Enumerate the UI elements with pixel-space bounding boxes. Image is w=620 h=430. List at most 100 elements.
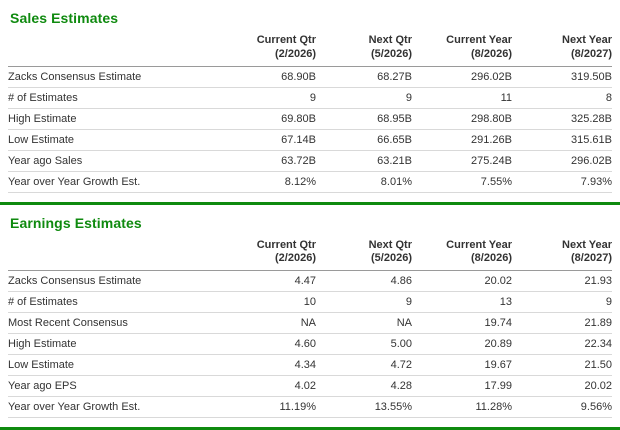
cell-value: 4.34 (230, 354, 316, 376)
cell-value: 325.28B (512, 108, 612, 130)
cell-value: 8.12% (230, 171, 316, 193)
column-period: (8/2026) (471, 252, 512, 265)
column-label: Next Qtr (368, 34, 412, 46)
column-label: Next Qtr (368, 238, 412, 251)
cell-value: 5.00 (316, 333, 412, 355)
table-row: Most Recent Consensus NA NA 19.74 21.89 (8, 312, 612, 334)
row-label: # of Estimates (8, 291, 230, 313)
cell-value: 296.02B (512, 150, 612, 172)
cell-value: 20.02 (412, 270, 512, 292)
cell-value: 68.95B (316, 108, 412, 130)
cell-value: 68.27B (316, 66, 412, 88)
column-period: (8/2027) (571, 47, 612, 60)
cell-value: 291.26B (412, 129, 512, 151)
cell-value: 19.67 (412, 354, 512, 376)
column-period: (5/2026) (371, 252, 412, 265)
cell-value: 9 (316, 87, 412, 109)
column-header-current-year: Current Year (8/2026) (412, 32, 512, 67)
cell-value: 296.02B (412, 66, 512, 88)
earnings-estimates-title: Earnings Estimates (10, 214, 142, 231)
row-label-header (8, 236, 230, 271)
earnings-estimates-table: Current Qtr (2/2026) Next Qtr (5/2026) Cur… (8, 236, 612, 418)
row-label: Year ago EPS (8, 375, 230, 397)
row-label: Low Estimate (8, 354, 230, 376)
cell-value: 4.47 (230, 270, 316, 292)
cell-value: 11.19% (230, 396, 316, 418)
cell-value: 21.89 (512, 312, 612, 334)
cell-value: 63.72B (230, 150, 316, 172)
table-row: High Estimate 4.60 5.00 20.89 22.34 (8, 333, 612, 355)
column-label: Next Year (562, 34, 612, 46)
cell-value: 66.65B (316, 129, 412, 151)
table-row: High Estimate 69.80B 68.95B 298.80B 325.… (8, 108, 612, 130)
cell-value: 4.28 (316, 375, 412, 397)
cell-value: 19.74 (412, 312, 512, 334)
cell-value: 4.86 (316, 270, 412, 292)
row-label: Low Estimate (8, 129, 230, 151)
row-label-header (8, 32, 230, 67)
cell-value: 13.55% (316, 396, 412, 418)
cell-value: 10 (230, 291, 316, 313)
table-row: Low Estimate 67.14B 66.65B 291.26B 315.6… (8, 129, 612, 151)
row-label: Most Recent Consensus (8, 312, 230, 334)
column-header-next-year: Next Year (8/2027) (512, 236, 612, 271)
section-divider (0, 201, 620, 205)
table-row: Year over Year Growth Est. 11.19% 13.55%… (8, 396, 612, 418)
column-label: Current Qtr (256, 238, 316, 251)
cell-value: 11.28% (412, 396, 512, 418)
row-label: Year ago Sales (8, 150, 230, 172)
sales-estimates-title: Sales Estimates (10, 10, 119, 26)
cell-value: 275.24B (412, 150, 512, 172)
cell-value: NA (230, 312, 316, 334)
column-period: (2/2026) (275, 252, 316, 265)
table-row: Zacks Consensus Estimate 4.47 4.86 20.02… (8, 270, 612, 292)
column-header-next-year: Next Year (8/2027) (512, 32, 612, 67)
row-label: Zacks Consensus Estimate (8, 270, 230, 292)
cell-value: 4.72 (316, 354, 412, 376)
row-label: # of Estimates (8, 87, 230, 109)
column-period: (5/2026) (371, 47, 412, 60)
cell-value: 8 (512, 87, 612, 109)
column-period: (8/2026) (471, 47, 512, 60)
column-header-current-qtr: Current Qtr (2/2026) (230, 236, 316, 271)
cell-value: 20.89 (412, 333, 512, 355)
row-label: Year over Year Growth Est. (8, 171, 230, 193)
column-label: Current Year (446, 34, 512, 46)
cell-value: 7.93% (512, 171, 612, 193)
cell-value: 67.14B (230, 129, 316, 151)
table-row: Zacks Consensus Estimate 68.90B 68.27B 2… (8, 66, 612, 88)
cell-value: 21.50 (512, 354, 612, 376)
cell-value: 7.55% (412, 171, 512, 193)
row-label: High Estimate (8, 108, 230, 130)
cell-value: 13 (412, 291, 512, 313)
row-label: High Estimate (8, 333, 230, 355)
cell-value: 21.93 (512, 270, 612, 292)
table-row: # of Estimates 10 9 13 9 (8, 291, 612, 313)
column-header-current-year: Current Year (8/2026) (412, 236, 512, 271)
cell-value: 63.21B (316, 150, 412, 172)
cell-value: 315.61B (512, 129, 612, 151)
cell-value: 4.60 (230, 333, 316, 355)
cell-value: 298.80B (412, 108, 512, 130)
cell-value: 69.80B (230, 108, 316, 130)
table-row: Year over Year Growth Est. 8.12% 8.01% 7… (8, 171, 612, 193)
column-label: Current Qtr (256, 34, 316, 46)
sales-header-row: Current Qtr (2/2026) Next Qtr (5/2026) Cur… (8, 32, 612, 67)
table-row: Year ago EPS 4.02 4.28 17.99 20.02 (8, 375, 612, 397)
cell-value: 20.02 (512, 375, 612, 397)
cell-value: 9 (316, 291, 412, 313)
table-row: Year ago Sales 63.72B 63.21B 275.24B 296… (8, 150, 612, 172)
cell-value: 22.34 (512, 333, 612, 355)
earnings-header-row: Current Qtr (2/2026) Next Qtr (5/2026) Cur… (8, 236, 612, 271)
sales-estimates-table: Current Qtr (2/2026) Next Qtr (5/2026) Cur… (8, 32, 612, 193)
cell-value: 319.50B (512, 66, 612, 88)
table-row: Low Estimate 4.34 4.72 19.67 21.50 (8, 354, 612, 376)
column-period: (8/2027) (571, 252, 612, 265)
row-label: Zacks Consensus Estimate (8, 66, 230, 88)
cell-value: NA (316, 312, 412, 334)
column-header-next-qtr: Next Qtr (5/2026) (316, 32, 412, 67)
cell-value: 9 (512, 291, 612, 313)
column-header-next-qtr: Next Qtr (5/2026) (316, 236, 412, 271)
cell-value: 4.02 (230, 375, 316, 397)
